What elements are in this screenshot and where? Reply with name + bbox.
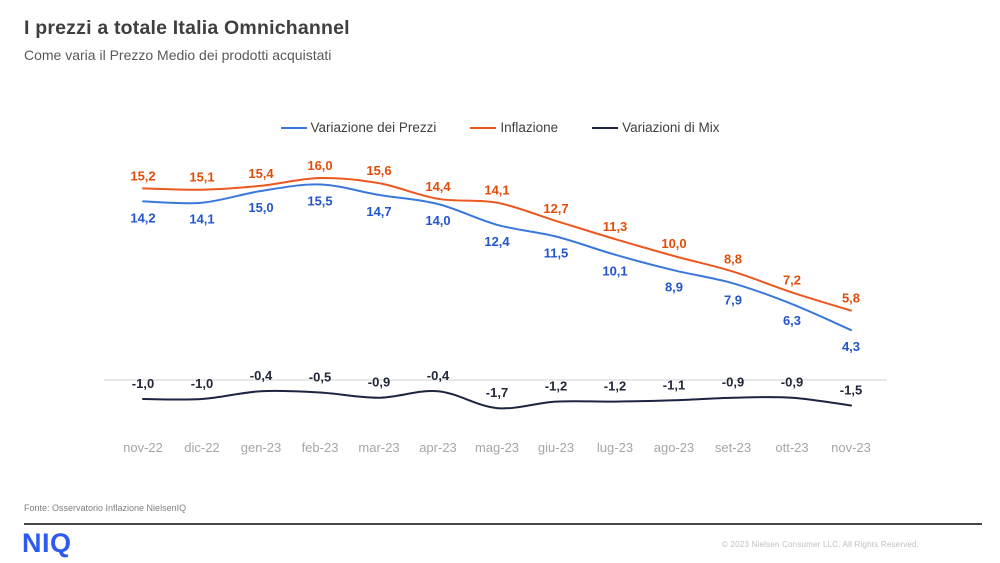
data-label: 15,0	[248, 200, 273, 215]
data-label: -1,0	[132, 376, 154, 391]
data-label: 11,3	[603, 219, 628, 234]
data-label: -0,4	[427, 368, 450, 383]
legend-item-variazioni-mix: Variazioni di Mix	[592, 120, 719, 135]
legend-line-swatch-orange	[470, 126, 497, 129]
data-label: 8,9	[665, 279, 683, 294]
legend-label: Inflazione	[500, 120, 559, 135]
data-label: 14,7	[366, 204, 391, 219]
series-line-2	[142, 389, 852, 410]
x-axis-label: ott-23	[775, 440, 808, 455]
data-label: 10,0	[661, 236, 686, 251]
data-label: 14,2	[130, 210, 155, 225]
series-line-0	[142, 183, 852, 332]
legend-item-variazione-prezzi: Variazione dei Prezzi	[280, 120, 437, 135]
legend-label: Variazioni di Mix	[622, 120, 720, 135]
x-axis-label: feb-23	[302, 440, 339, 455]
data-label: 14,1	[484, 183, 509, 198]
legend-label: Variazione dei Prezzi	[310, 120, 437, 135]
data-label: 15,2	[130, 168, 155, 183]
slide-header: I prezzi a totale Italia Omnichannel Com…	[24, 17, 350, 63]
x-axis-label: nov-22	[123, 440, 163, 455]
x-axis-label: set-23	[715, 440, 751, 455]
footer-divider	[24, 523, 982, 525]
data-label: 7,2	[783, 272, 801, 287]
data-label: -1,5	[840, 383, 862, 398]
data-label: -1,7	[486, 385, 508, 400]
data-label: 14,1	[189, 212, 214, 227]
data-label: 12,7	[543, 201, 568, 216]
data-label: 15,6	[366, 163, 391, 178]
series-line-1	[142, 176, 852, 312]
x-axis-label: nov-23	[831, 440, 871, 455]
chart-legend: Variazione dei Prezzi Inflazione Variazi…	[0, 120, 1000, 135]
data-label: -1,1	[663, 377, 685, 392]
data-label: 5,8	[842, 291, 860, 306]
data-label: -0,9	[722, 375, 744, 390]
data-label: 14,0	[425, 213, 450, 228]
data-label: 10,1	[602, 264, 627, 279]
page-title: I prezzi a totale Italia Omnichannel	[24, 17, 350, 39]
x-axis-label: lug-23	[597, 440, 633, 455]
page-subtitle: Come varia il Prezzo Medio dei prodotti …	[24, 47, 332, 63]
legend-line-swatch-blue	[280, 126, 307, 129]
data-label: 15,5	[307, 194, 332, 209]
data-label: 15,4	[248, 166, 274, 181]
data-label: -0,4	[250, 368, 273, 383]
copyright-text: © 2023 Nielsen Consumer LLC. All Rights …	[722, 540, 920, 549]
data-label: 15,1	[189, 170, 214, 185]
data-label: 4,3	[842, 339, 860, 354]
data-label: -1,2	[545, 379, 567, 394]
data-label: -1,0	[191, 376, 213, 391]
data-label: -1,2	[604, 379, 626, 394]
source-note: Fonte: Osservatorio Inflazione NielsenIQ	[24, 503, 187, 513]
x-axis-label: ago-23	[654, 440, 694, 455]
data-label: 16,0	[307, 158, 332, 173]
data-label: 6,3	[783, 313, 801, 328]
x-axis-label: mar-23	[358, 440, 399, 455]
data-label: 7,9	[724, 292, 742, 307]
niq-logo: NIQ	[22, 528, 72, 558]
data-label: 8,8	[724, 252, 742, 267]
x-axis-label: dic-22	[184, 440, 219, 455]
data-label: 12,4	[484, 234, 510, 249]
x-axis-label: gen-23	[241, 440, 281, 455]
data-label: -0,5	[309, 370, 331, 385]
data-label: 14,4	[425, 179, 451, 194]
data-label: 11,5	[544, 246, 569, 261]
data-label: -0,9	[368, 375, 390, 390]
data-label: -0,9	[781, 375, 803, 390]
x-axis-label: mag-23	[475, 440, 519, 455]
legend-line-swatch-dark	[592, 126, 619, 129]
x-axis-label: giu-23	[538, 440, 574, 455]
x-axis-label: apr-23	[419, 440, 457, 455]
legend-item-inflazione: Inflazione	[470, 120, 558, 135]
